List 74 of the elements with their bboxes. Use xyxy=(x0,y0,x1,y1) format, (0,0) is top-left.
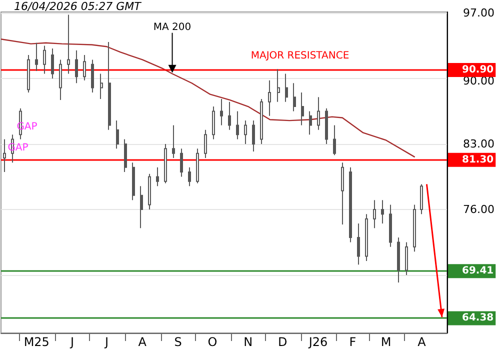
candlestick xyxy=(236,110,239,140)
candlestick xyxy=(43,45,46,74)
candlestick xyxy=(413,204,416,252)
candlestick xyxy=(420,184,423,215)
ref-line-label: 69.41 xyxy=(462,266,494,277)
candlestick xyxy=(164,143,167,184)
y-tick-label: 76.00 xyxy=(463,202,494,216)
candlestick xyxy=(220,98,223,126)
candlestick xyxy=(389,204,392,248)
candlestick xyxy=(188,166,191,187)
ref-line-label: 81.30 xyxy=(462,154,494,166)
candlestick xyxy=(317,96,320,130)
annotation: MAJOR RESISTANCE xyxy=(250,50,350,62)
x-tick-label: N xyxy=(244,335,253,349)
x-tick-label: M xyxy=(380,335,392,349)
x-tick-label: S xyxy=(174,335,182,349)
candlestick xyxy=(293,82,296,112)
annotation: MA 200 xyxy=(153,22,192,33)
x-tick-label: J xyxy=(69,335,74,349)
candlestick xyxy=(244,120,247,144)
candlestick xyxy=(405,242,408,276)
y-tick-label: 97.00 xyxy=(463,6,494,20)
candlestick xyxy=(333,124,336,156)
candlestick xyxy=(91,59,94,93)
candlestick xyxy=(148,173,151,210)
candlestick xyxy=(59,59,62,100)
candlestick xyxy=(252,120,255,152)
candlestick xyxy=(180,148,183,178)
x-tick-label: F xyxy=(349,335,356,349)
candlestick xyxy=(3,138,6,173)
candlestick xyxy=(140,186,143,229)
x-tick-label: J xyxy=(104,335,109,349)
candlestick xyxy=(268,80,271,116)
candlestick xyxy=(212,106,215,140)
candlestick xyxy=(349,166,352,243)
candlestick xyxy=(381,200,384,224)
candlestick xyxy=(397,237,400,283)
line-series xyxy=(0,38,416,158)
candlestick xyxy=(132,162,135,201)
x-tick-label: A xyxy=(138,335,148,349)
ref-line-label: 64.38 xyxy=(462,312,494,324)
candlestick xyxy=(51,48,54,79)
x-tick-label: J26 xyxy=(308,335,328,349)
candlestick xyxy=(83,54,86,81)
candlestick xyxy=(204,129,207,158)
candlestick xyxy=(116,120,119,150)
candlestick xyxy=(108,41,111,130)
candlestick xyxy=(75,50,78,84)
x-tick-label: A xyxy=(418,335,427,349)
candlestick xyxy=(35,42,38,72)
x-tick-label: D xyxy=(278,335,288,349)
candlestick xyxy=(309,110,312,136)
x-tick-label: O xyxy=(208,335,218,349)
candlestick xyxy=(365,214,368,262)
chart-title: 16/04/2026 05:27 GMT xyxy=(14,0,141,13)
candlestick xyxy=(285,73,288,102)
candlestick xyxy=(357,223,360,266)
candlestick xyxy=(27,54,30,93)
candlestick xyxy=(277,68,280,102)
candlestick xyxy=(228,101,231,130)
candlestick xyxy=(260,98,263,144)
candlestick xyxy=(172,124,175,158)
candlestick xyxy=(325,108,328,144)
candlestick xyxy=(124,138,127,173)
y-tick-label: 83.00 xyxy=(463,137,494,150)
candlestick xyxy=(196,148,199,184)
candlestick xyxy=(341,162,344,225)
candlestick xyxy=(373,200,376,229)
candlestick xyxy=(67,14,70,74)
candlestick xyxy=(301,92,304,126)
x-tick-label: M25 xyxy=(24,335,50,349)
ref-line-label: 90.90 xyxy=(462,64,494,76)
candlestick xyxy=(156,166,159,187)
candlestick xyxy=(100,73,103,100)
